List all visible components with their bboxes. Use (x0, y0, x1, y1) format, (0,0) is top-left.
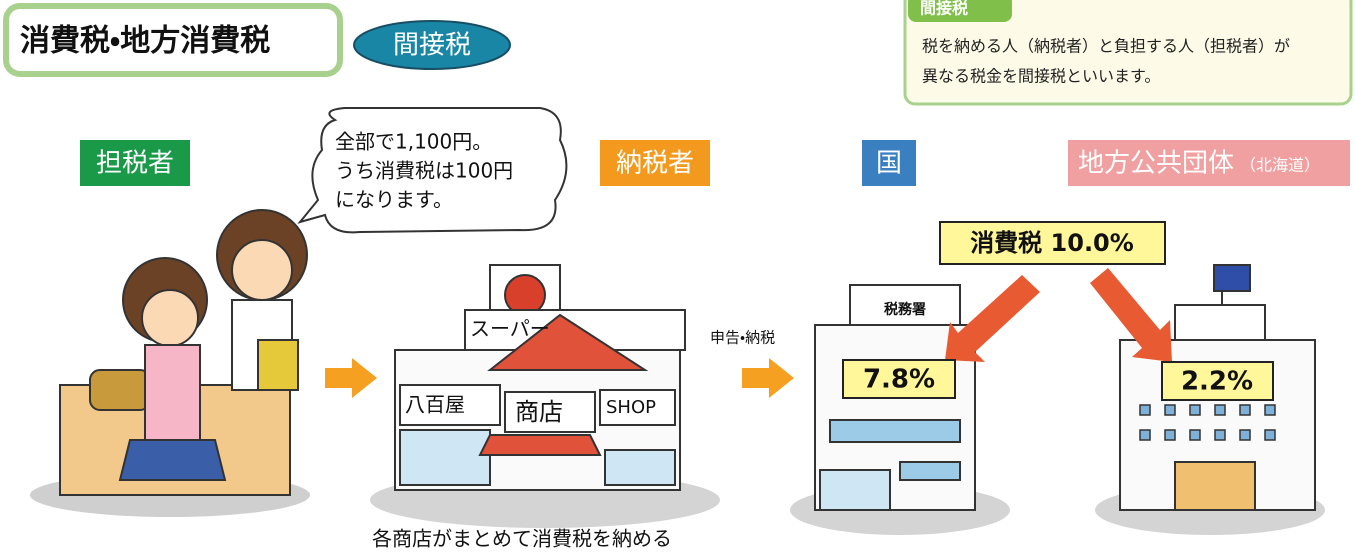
title: 消費税・地方消費税 (20, 24, 270, 59)
badge (353, 20, 511, 70)
role-label: 納税者 (616, 149, 694, 179)
badge-text: 間接税 (393, 31, 471, 61)
customer-illustration (30, 209, 310, 517)
role-label: 担税者 (96, 149, 174, 179)
role-box (600, 140, 710, 186)
role-note: （北海道） (1240, 156, 1320, 175)
flow-arrow (742, 358, 794, 398)
role-box (1068, 140, 1350, 186)
info-line: 税を納める人（納税者）と負担する人（担税者）が (922, 37, 1290, 56)
shop-sign: SHOP (606, 397, 656, 418)
tax-rate-box (939, 221, 1166, 265)
split-arrow (945, 275, 1040, 362)
info-label: 間接税 (920, 0, 968, 18)
role-label: 地方公共団体 (1078, 149, 1234, 179)
split-arrow (1090, 268, 1172, 362)
national-share: 7.8% (863, 365, 935, 395)
info-tab (908, 0, 1012, 22)
tax-rate: 消費税 10.0% (970, 229, 1134, 257)
shop-sign: 八百屋 (405, 393, 465, 417)
role-box (862, 140, 916, 186)
building-sign: 税務署 (884, 301, 926, 318)
shop-sign: スーパー (470, 317, 550, 341)
role-box (80, 140, 190, 186)
info-line: 異なる税金を間接税といいます。 (922, 67, 1160, 86)
shop-illustration (370, 264, 720, 528)
info-box (903, 0, 1353, 106)
share-box (1161, 361, 1274, 401)
local-share: 2.2% (1181, 367, 1253, 397)
bubble-line: うち消費税は100円 (335, 159, 513, 183)
flow-label: 申告・納税 (710, 329, 775, 347)
flow-arrow (325, 358, 377, 398)
share-box (842, 359, 956, 399)
caption: 各商店がまとめて消費税を納める (372, 527, 672, 551)
title-box (3, 3, 343, 77)
shop-sign: 商店 (515, 398, 563, 426)
role-label: 国 (876, 149, 902, 179)
speech-bubble (297, 107, 568, 234)
bubble-line: になります。 (335, 188, 453, 212)
bubble-line: 全部で1,100円。 (335, 130, 492, 154)
